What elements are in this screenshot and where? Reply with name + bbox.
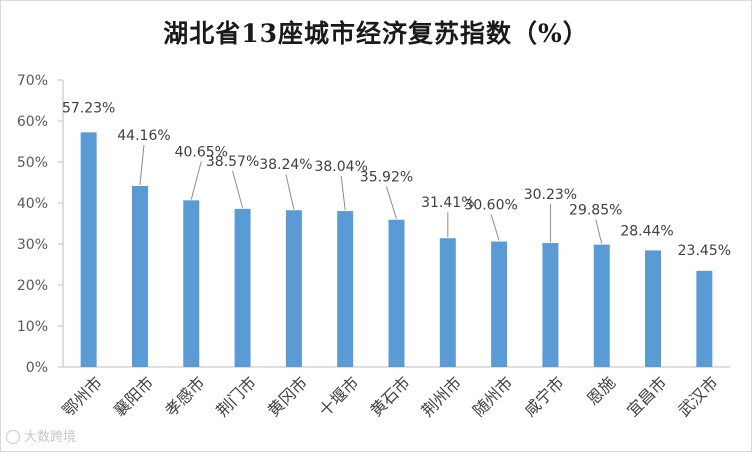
bar-7	[388, 219, 405, 367]
x-tick-label-11: 恩施	[583, 373, 619, 409]
x-tick-label-8: 荆州市	[418, 373, 465, 420]
data-label-leader-line	[285, 174, 295, 210]
y-tick-label: 10%	[17, 319, 48, 335]
data-label-12: 28.44%	[620, 223, 673, 239]
bar-9	[491, 241, 508, 367]
data-label-10: 30.23%	[524, 187, 577, 203]
watermark-logo-icon	[6, 430, 20, 444]
x-tick-label-7: 黄石市	[366, 373, 413, 420]
data-label-8: 31.41%	[421, 195, 474, 211]
y-tick-label: 20%	[17, 278, 48, 294]
data-label-3: 40.65%	[175, 144, 228, 160]
data-label-2: 44.16%	[117, 128, 170, 144]
y-tick-label: 50%	[17, 155, 48, 171]
data-label-4: 38.57%	[206, 154, 259, 170]
y-tick-label: 70%	[17, 73, 48, 89]
data-label-1: 57.23%	[62, 100, 115, 116]
data-label-leader-line	[340, 175, 346, 211]
bar-2	[131, 185, 148, 367]
x-tick-label-2: 襄阳市	[110, 373, 157, 420]
bar-4	[234, 208, 251, 367]
y-tick-label: 0%	[26, 360, 48, 376]
bar-5	[285, 210, 302, 367]
x-tick-label-6: 十堰市	[315, 373, 362, 420]
data-label-13: 23.45%	[678, 243, 731, 259]
bar-1	[80, 132, 97, 367]
y-tick-label: 30%	[17, 237, 48, 253]
bar-6	[337, 211, 354, 367]
watermark-text: 大数跨境	[24, 430, 77, 445]
bar-3	[183, 200, 200, 367]
data-label-leader-line	[190, 161, 202, 200]
data-label-leader-line	[595, 219, 603, 244]
data-label-leader-line	[139, 144, 145, 185]
data-label-leader-line	[232, 170, 244, 208]
data-label-6: 38.04%	[314, 159, 367, 175]
data-label-11: 29.85%	[569, 203, 622, 219]
watermark: 大数跨境	[6, 426, 76, 445]
data-label-leader-line	[490, 214, 500, 241]
bar-13	[696, 270, 713, 367]
x-tick-label-9: 随州市	[469, 373, 516, 420]
data-label-5: 38.24%	[259, 157, 312, 173]
data-label-leader-line	[386, 186, 397, 219]
y-tick-label: 40%	[17, 196, 48, 212]
x-tick-label-4: 荆门市	[213, 373, 260, 420]
x-tick-label-3: 孝感市	[161, 373, 208, 420]
bar-8	[439, 238, 456, 367]
bar-11	[593, 244, 610, 367]
y-tick-label: 60%	[17, 114, 48, 130]
x-tick-label-5: 黄冈市	[264, 373, 311, 420]
x-tick-label-13: 武汉市	[674, 373, 721, 420]
chart-title: 湖北省13座城市经济复苏指数（%）	[163, 19, 589, 48]
x-tick-label-1: 鄂州市	[59, 373, 106, 420]
x-tick-label-12: 宜昌市	[623, 373, 670, 420]
x-tick-label-10: 咸宁市	[520, 373, 567, 420]
data-label-9: 30.60%	[464, 198, 517, 214]
bar-10	[542, 243, 559, 367]
bar-12	[645, 250, 662, 367]
data-label-7: 35.92%	[360, 170, 413, 186]
